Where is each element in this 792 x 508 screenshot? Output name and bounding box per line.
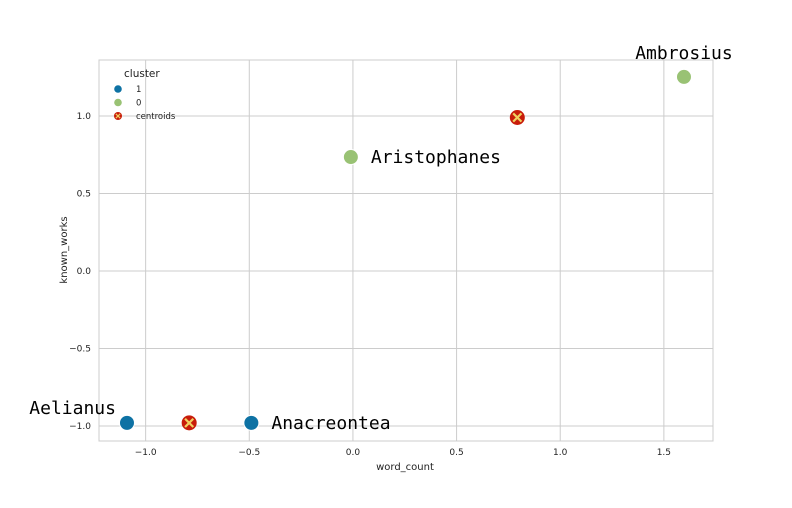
ticks: −1.0 −0.5 0.0 0.5 1.0 1.5 −1.0 −0.5 0.0 0.5 1.0: [69, 112, 671, 458]
legend-label: centroids: [136, 112, 176, 122]
data-point: [243, 414, 260, 431]
point-label: Ambrosius: [635, 43, 733, 64]
legend-title: cluster: [124, 68, 160, 80]
legend-marker: [114, 85, 122, 93]
x-tick-label: 1.0: [553, 448, 568, 458]
point-label: Anacreontea: [271, 413, 390, 434]
y-tick-label: 0.0: [77, 267, 92, 277]
x-tick-label: −1.0: [135, 448, 157, 458]
marks: Aelianus Anacreontea Aristophanes Ambrosius: [29, 43, 732, 434]
data-point: [118, 414, 135, 431]
data-point: [675, 68, 692, 85]
legend-marker: [114, 98, 122, 107]
y-tick-label: 0.5: [77, 189, 91, 199]
point-label: Aelianus: [29, 398, 116, 419]
x-tick-label: −0.5: [238, 448, 260, 458]
x-tick-label: 0.5: [449, 448, 463, 458]
x-icon: [184, 417, 195, 428]
y-tick-label: 1.0: [77, 112, 92, 122]
grid: [99, 60, 713, 441]
data-point: [342, 149, 359, 166]
point-label: Aristophanes: [371, 147, 501, 168]
x-tick-label: 0.0: [346, 448, 361, 458]
x-icon: [512, 112, 523, 123]
x-icon: [115, 113, 121, 119]
y-tick-label: −1.0: [69, 422, 91, 432]
y-axis-label: known_works: [59, 216, 70, 283]
x-tick-label: 1.5: [657, 448, 671, 458]
legend-label: 1: [136, 85, 141, 95]
y-tick-label: −0.5: [69, 344, 91, 354]
plot-area: [98, 59, 714, 442]
legend-label: 0: [136, 99, 141, 109]
x-axis-label: word_count: [376, 462, 434, 473]
legend: cluster 1 0 centroids: [114, 68, 176, 122]
